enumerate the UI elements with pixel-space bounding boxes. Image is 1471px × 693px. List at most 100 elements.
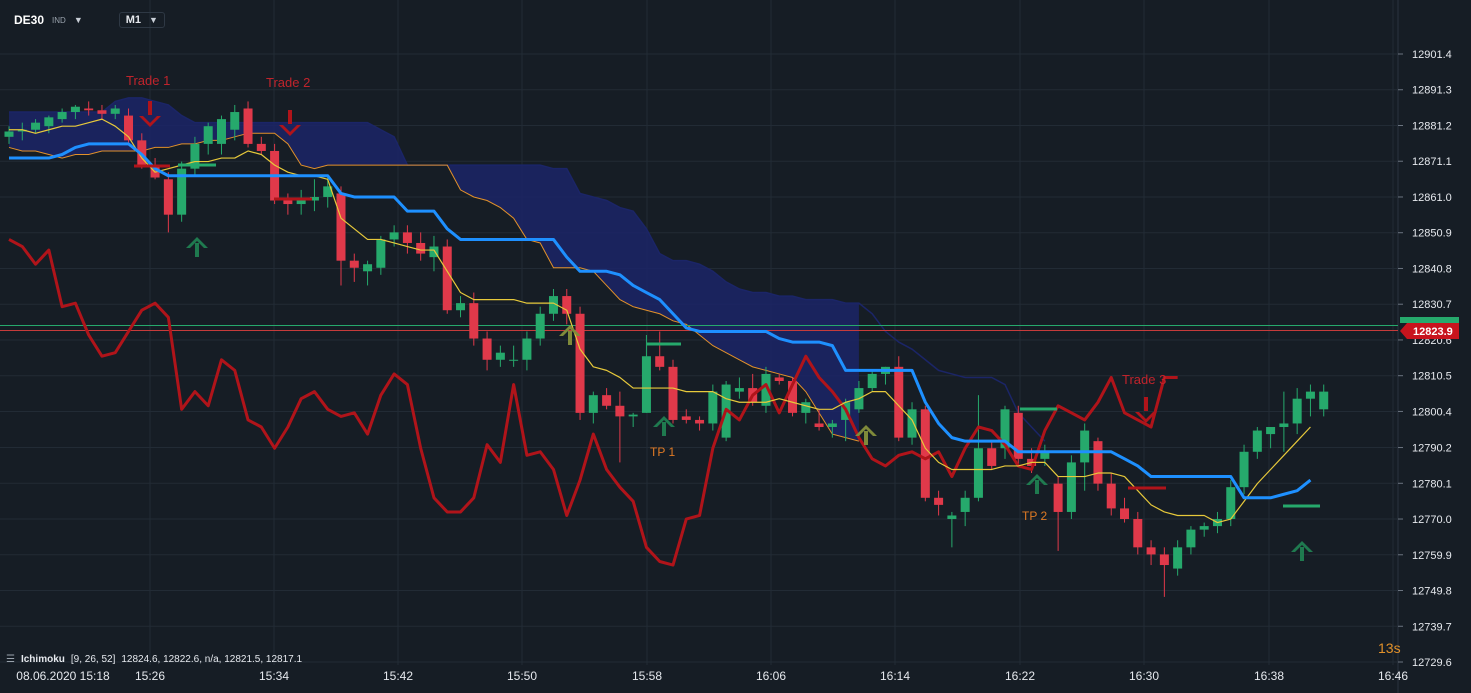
candle-body bbox=[535, 313, 545, 339]
time-tick-label: 16:14 bbox=[880, 669, 910, 683]
senkou-span-b-line bbox=[8, 132, 860, 442]
candle-body bbox=[1252, 430, 1262, 452]
candle-body bbox=[323, 186, 333, 197]
candle-body bbox=[363, 264, 373, 272]
candle-body bbox=[1080, 430, 1090, 463]
candle-body bbox=[163, 179, 173, 215]
candle-body bbox=[867, 373, 877, 389]
price-tick-label: 12861.0 bbox=[1412, 192, 1452, 204]
sell-arrow-icon bbox=[279, 110, 301, 136]
candle-body bbox=[17, 129, 27, 132]
time-tick-label: 16:46 bbox=[1378, 669, 1408, 683]
candle-body bbox=[456, 303, 466, 311]
time-tick-label: 16:38 bbox=[1254, 669, 1284, 683]
candle-body bbox=[602, 395, 612, 406]
candle-body bbox=[615, 405, 625, 417]
candle-body bbox=[801, 402, 811, 413]
senkou-span-a-line bbox=[9, 97, 1046, 442]
candle-body bbox=[84, 108, 94, 111]
buy-arrow-icon bbox=[653, 416, 675, 436]
time-tick-label: 15:34 bbox=[259, 669, 289, 683]
symbol-dropdown-icon[interactable]: ▼ bbox=[73, 15, 83, 25]
candle-body bbox=[1013, 412, 1023, 459]
price-tick-label: 12770.0 bbox=[1412, 514, 1452, 526]
symbol-name[interactable]: DE30 bbox=[14, 13, 45, 27]
candle-body bbox=[522, 338, 532, 360]
candle-body bbox=[1106, 483, 1116, 509]
candle-body bbox=[1133, 519, 1143, 548]
candle-body bbox=[641, 356, 651, 413]
candle-body bbox=[1305, 391, 1315, 399]
trade-1-label: Trade 1 bbox=[126, 73, 170, 88]
buy-arrow-icon bbox=[855, 425, 877, 445]
candle-body bbox=[814, 423, 824, 428]
candle-body bbox=[1279, 423, 1289, 428]
candle-body bbox=[296, 200, 306, 205]
candle-body bbox=[402, 232, 412, 243]
price-tick-label: 12749.8 bbox=[1412, 586, 1452, 598]
candle-body bbox=[934, 497, 944, 505]
time-tick-label: 15:26 bbox=[135, 669, 165, 683]
candle-body bbox=[256, 143, 266, 151]
candle-body bbox=[655, 356, 665, 367]
sell-arrow-icon bbox=[1135, 397, 1157, 423]
candle-body bbox=[442, 246, 452, 311]
indicator-legend: ☰ Ichimoku [9, 26, 52] 12824.6, 12822.6,… bbox=[6, 654, 302, 665]
candle-body bbox=[1053, 483, 1063, 512]
candle-body bbox=[509, 359, 519, 361]
candle-body bbox=[1226, 487, 1236, 520]
symbol-type: IND bbox=[52, 15, 66, 25]
time-tick-label: 15:50 bbox=[507, 669, 537, 683]
candle-body bbox=[389, 232, 399, 240]
buy-arrow-icon bbox=[1291, 541, 1313, 561]
price-tick-label: 12901.4 bbox=[1412, 49, 1452, 61]
price-tick-label: 12800.4 bbox=[1412, 406, 1452, 418]
indicator-name[interactable]: Ichimoku bbox=[20, 654, 65, 665]
candle-body bbox=[1000, 409, 1010, 449]
candle-body bbox=[124, 115, 134, 141]
time-tick-label: 15:42 bbox=[383, 669, 413, 683]
candle-body bbox=[1199, 526, 1209, 530]
candle-body bbox=[628, 414, 638, 417]
ichimoku-lines bbox=[8, 118, 1312, 567]
candle-body bbox=[1146, 547, 1156, 555]
time-axis[interactable]: 08.06.2020 15:18 15:26 15:34 15:42 15:50 15:5… bbox=[16, 669, 1408, 683]
candle-body bbox=[1093, 441, 1103, 484]
sell-arrow-icon bbox=[139, 101, 161, 127]
chart-toolbar: DE30 IND ▼ M1 ▼ bbox=[14, 12, 165, 28]
buy-arrow-icon bbox=[186, 237, 208, 257]
candle-body bbox=[44, 117, 54, 127]
candle-body bbox=[150, 165, 160, 178]
candle-body bbox=[1120, 508, 1130, 520]
candle-body bbox=[495, 352, 505, 360]
price-tick-label: 12759.9 bbox=[1412, 550, 1452, 562]
candle-body bbox=[57, 112, 67, 120]
candle-body bbox=[788, 381, 798, 413]
candle-body bbox=[562, 296, 572, 314]
candle-body bbox=[947, 515, 957, 520]
chevron-down-icon: ▼ bbox=[149, 15, 158, 25]
candle-body bbox=[575, 313, 585, 413]
candle-body bbox=[429, 246, 439, 258]
price-tick-label: 12729.6 bbox=[1412, 657, 1452, 669]
candle-body bbox=[708, 391, 718, 424]
indicator-params: [9, 26, 52] bbox=[70, 654, 116, 665]
candle-body bbox=[97, 110, 107, 114]
price-tick-label: 12840.8 bbox=[1412, 263, 1452, 275]
candle-body bbox=[1173, 547, 1183, 569]
candle-body bbox=[70, 106, 80, 113]
timeframe-select[interactable]: M1 ▼ bbox=[118, 12, 165, 28]
trade-3-label: Trade 3 bbox=[1122, 372, 1166, 387]
candle-body bbox=[695, 419, 705, 424]
candle-body bbox=[230, 112, 240, 130]
ichimoku-cloud bbox=[8, 97, 1046, 442]
candle-body bbox=[1186, 529, 1196, 548]
indicator-settings-icon[interactable]: ☰ bbox=[6, 654, 15, 665]
indicator-values: 12824.6, 12822.6, n/a, 12821.5, 12817.1 bbox=[121, 654, 303, 665]
candle-body bbox=[336, 193, 346, 261]
candle-body bbox=[1239, 451, 1249, 488]
price-axis[interactable]: 12901.4 12891.3 12881.2 12871.1 12861.0 12850… bbox=[1398, 49, 1452, 669]
trade-annotations: Trade 1 Trade 2 Trade 3 TP 1 TP 2 bbox=[126, 73, 1166, 523]
candle-body bbox=[774, 377, 784, 382]
